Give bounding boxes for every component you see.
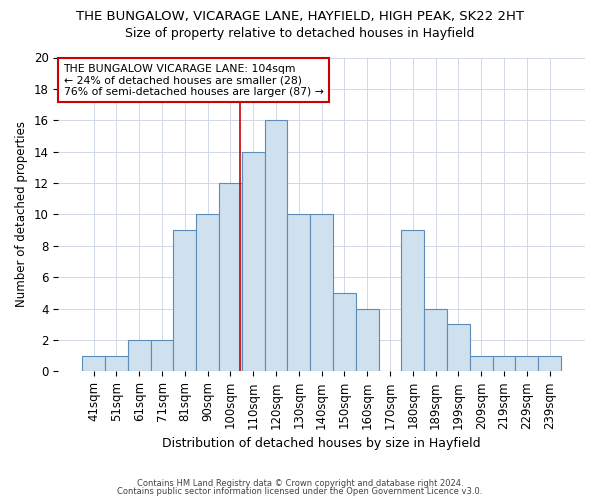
Text: THE BUNGALOW, VICARAGE LANE, HAYFIELD, HIGH PEAK, SK22 2HT: THE BUNGALOW, VICARAGE LANE, HAYFIELD, H… [76,10,524,23]
Bar [538,356,561,372]
Bar [515,356,538,372]
Bar [196,214,219,372]
Bar [310,214,333,372]
Bar [105,356,128,372]
Y-axis label: Number of detached properties: Number of detached properties [15,122,28,308]
Bar [265,120,287,372]
Text: THE BUNGALOW VICARAGE LANE: 104sqm
← 24% of detached houses are smaller (28)
76%: THE BUNGALOW VICARAGE LANE: 104sqm ← 24%… [64,64,323,97]
Bar [128,340,151,372]
Bar [82,356,105,372]
Bar [493,356,515,372]
Bar [470,356,493,372]
Bar [173,230,196,372]
Bar [242,152,265,372]
Bar [447,324,470,372]
Bar [287,214,310,372]
Bar [401,230,424,372]
Bar [356,308,379,372]
Bar [424,308,447,372]
Text: Contains HM Land Registry data © Crown copyright and database right 2024.: Contains HM Land Registry data © Crown c… [137,478,463,488]
Bar [333,293,356,372]
Text: Contains public sector information licensed under the Open Government Licence v3: Contains public sector information licen… [118,487,482,496]
Bar [219,183,242,372]
Bar [151,340,173,372]
X-axis label: Distribution of detached houses by size in Hayfield: Distribution of detached houses by size … [163,437,481,450]
Text: Size of property relative to detached houses in Hayfield: Size of property relative to detached ho… [125,28,475,40]
